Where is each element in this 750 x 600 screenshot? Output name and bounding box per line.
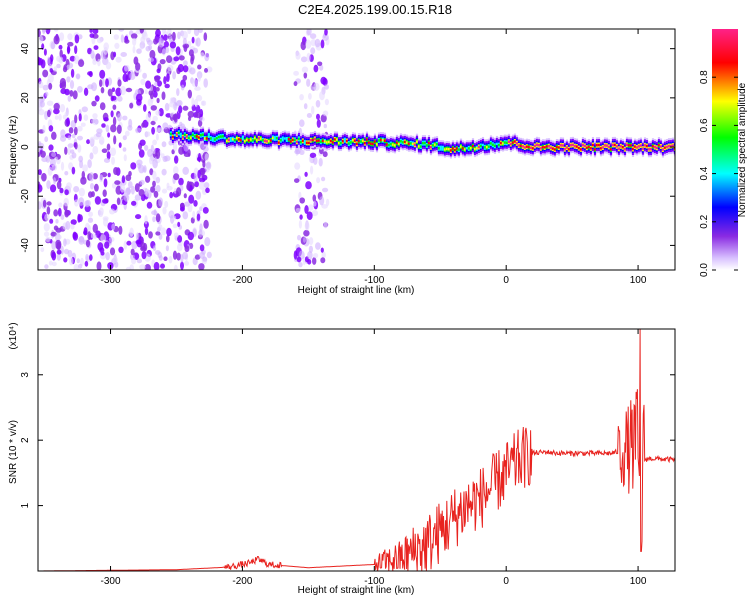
- top-y-axis-label: Frequency (Hz): [8, 116, 19, 185]
- bottom-y-tick-label: 1: [20, 502, 31, 508]
- bottom-y-multiplier: (x10⁴): [8, 322, 19, 349]
- bottom-y-tick-label: 3: [20, 372, 31, 378]
- colorbar-tick-label: 0.4: [699, 166, 710, 180]
- colorbar-tick-label: 0.6: [699, 118, 710, 132]
- bottom-x-tick-label: -200: [232, 576, 252, 587]
- bottom-y-tick-label: 2: [20, 437, 31, 443]
- colorbar-gradient: [712, 29, 738, 270]
- spectrogram-image: [38, 29, 675, 270]
- bottom-x-tick-label: 100: [630, 576, 647, 587]
- snr-panel: -300 -200 -100 0 100 1 2 3 (x10⁴) Height of st…: [8, 322, 676, 596]
- top-y-tick-label: 40: [20, 43, 31, 55]
- bottom-x-tick-label: -300: [101, 576, 121, 587]
- bottom-y-axis-label: SNR (10 * v/v): [8, 420, 19, 484]
- bottom-x-tick-label: -100: [364, 576, 384, 587]
- top-x-tick-label: 0: [503, 275, 509, 286]
- snr-series-line: [38, 329, 675, 571]
- top-x-tick-label: -200: [232, 275, 252, 286]
- colorbar-tick-label: 0.0: [699, 263, 710, 277]
- top-x-tick-label: -100: [364, 275, 384, 286]
- top-y-tick-label: 20: [20, 92, 31, 104]
- chart-title: C2E4.2025.199.00.15.R18: [298, 2, 452, 17]
- colorbar: 0.0 0.2 0.4 0.6 0.8 Normalized spectral ampl…: [699, 29, 748, 277]
- top-y-tick-label: -20: [20, 189, 31, 204]
- bottom-x-tick-label: 0: [503, 576, 509, 587]
- top-x-axis-label: Height of straight line (km): [298, 285, 415, 296]
- bottom-x-axis-label: Height of straight line (km): [298, 585, 415, 596]
- top-x-tick-label: -300: [101, 275, 121, 286]
- top-y-tick-label: -40: [20, 238, 31, 253]
- colorbar-label: Normalized spectral amplitude: [737, 82, 748, 217]
- colorbar-tick-label: 0.8: [699, 70, 710, 84]
- top-y-tick-label: 0: [20, 144, 31, 150]
- top-x-tick-label: 100: [630, 275, 647, 286]
- colorbar-tick-label: 0.2: [699, 214, 710, 228]
